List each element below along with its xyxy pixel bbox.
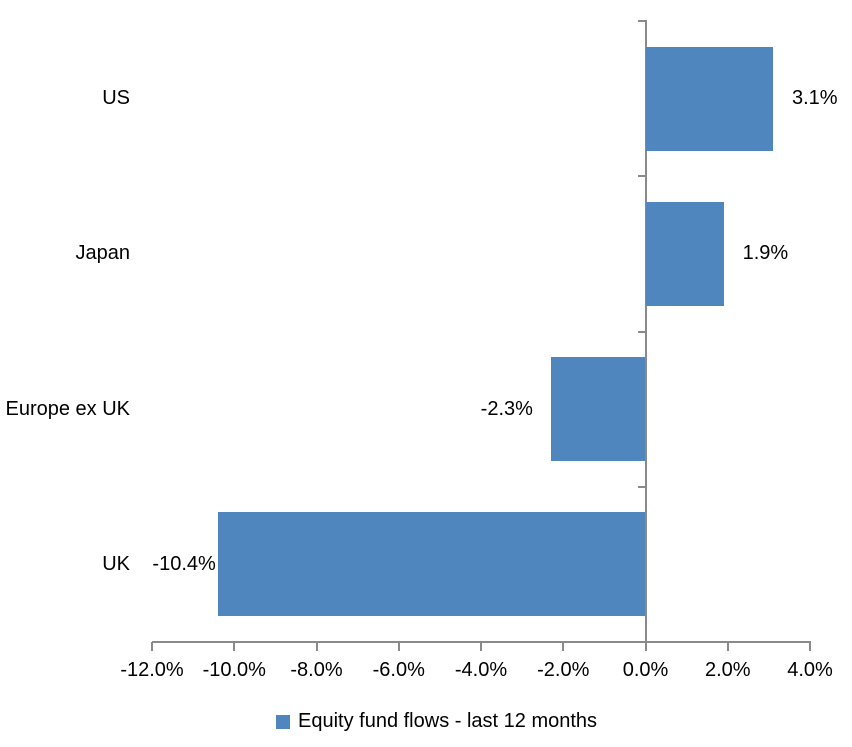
y-axis-line (644, 21, 647, 651)
y-tick (637, 641, 647, 643)
x-tick (315, 642, 318, 651)
x-tick (151, 642, 153, 651)
x-tick-label: -6.0% (372, 659, 425, 681)
bar-uk (217, 512, 646, 617)
value-label: 1.9% (742, 242, 789, 265)
legend-label: Equity fund flows - last 12 months (298, 710, 598, 732)
x-tick (233, 642, 236, 651)
category-label: Europe ex UK (5, 397, 130, 420)
x-tick (726, 642, 729, 651)
x-tick (644, 642, 647, 651)
category-label: US (102, 87, 130, 110)
value-label: -2.3% (480, 397, 533, 420)
x-tick-label: 0.0% (622, 659, 669, 681)
bar-us (645, 46, 773, 151)
y-tick (637, 175, 647, 178)
x-tick (562, 642, 565, 651)
category-label: UK (102, 552, 130, 575)
y-tick (637, 20, 647, 22)
category-label: Japan (75, 242, 131, 265)
y-tick (637, 485, 647, 488)
legend: Equity fund flows - last 12 months (276, 710, 597, 733)
x-tick (809, 642, 811, 651)
x-tick-label: -2.0% (537, 659, 590, 681)
x-tick-label: 4.0% (787, 659, 833, 681)
x-tick (397, 642, 400, 651)
value-label: 3.1% (791, 87, 838, 110)
x-tick-label: 2.0% (704, 659, 751, 681)
legend-color-swatch-icon (276, 714, 290, 729)
x-tick-label: -4.0% (454, 659, 508, 681)
y-tick (637, 330, 647, 333)
value-label: -10.4% (152, 552, 216, 575)
x-tick-label: -10.0% (202, 659, 266, 681)
x-tick (480, 642, 482, 651)
bar-europe-ex-uk (550, 357, 646, 462)
bar-japan (645, 201, 724, 306)
x-tick-label: -8.0% (290, 659, 343, 681)
x-tick-label: -12.0% (120, 659, 184, 681)
